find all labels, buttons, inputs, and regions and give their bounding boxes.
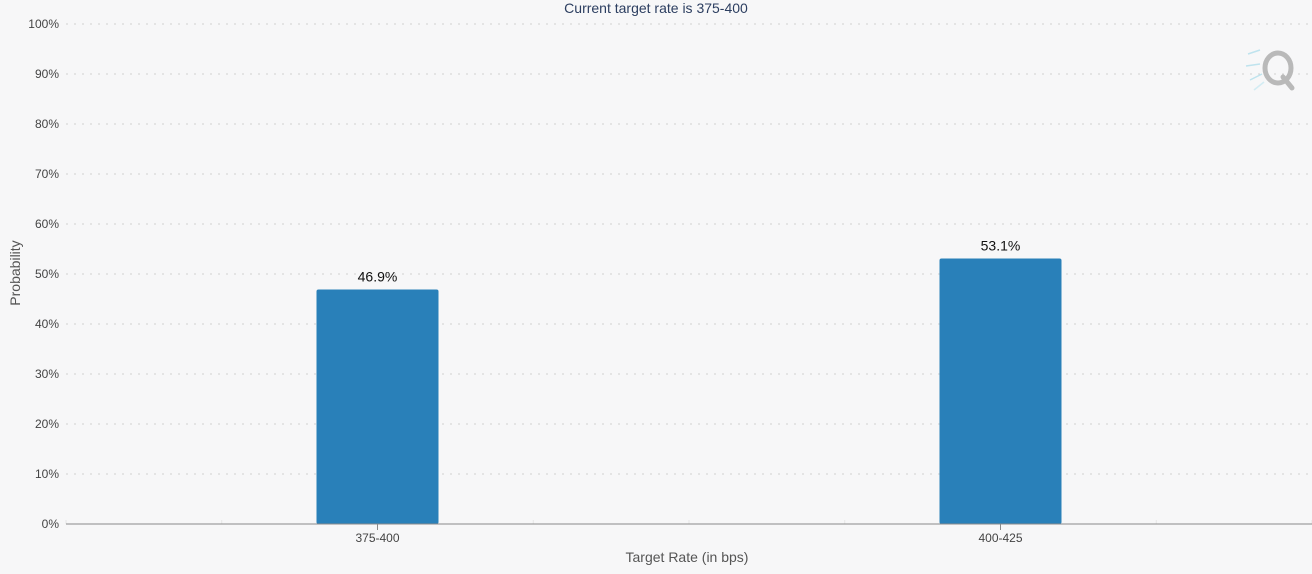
y-tick-label: 30% [35,367,59,381]
data-label: 46.9% [358,269,398,285]
chart-title: Current target rate is 375-400 [564,0,748,16]
bars [316,258,1062,525]
y-tick-label: 20% [35,417,59,431]
x-tick-label: 375-400 [355,531,399,545]
x-axis-title: Target Rate (in bps) [626,549,749,565]
x-axis-ticks: 375-400 400-425 [355,524,1023,545]
q-logo-icon [1245,49,1295,91]
y-tick-label: 10% [35,467,59,481]
bar-400-425[interactable] [939,258,1062,525]
data-label: 53.1% [981,238,1021,254]
bar-375-400[interactable] [316,289,439,525]
y-tick-label: 40% [35,317,59,331]
y-tick-label: 90% [35,67,59,81]
y-tick-label: 50% [35,267,59,281]
y-tick-label: 60% [35,217,59,231]
y-tick-label: 100% [28,17,59,31]
y-tick-label: 70% [35,167,59,181]
y-tick-label: 0% [42,517,60,531]
x-tick-label: 400-425 [978,531,1022,545]
gridlines [65,23,1312,524]
data-labels: 46.9% 53.1% [358,238,1021,285]
y-axis-title: Probability [7,240,23,305]
y-axis-ticks: 0% 10% 20% 30% 40% 50% 60% 70% 80% 90% 100% [28,17,59,531]
y-tick-label: 80% [35,117,59,131]
